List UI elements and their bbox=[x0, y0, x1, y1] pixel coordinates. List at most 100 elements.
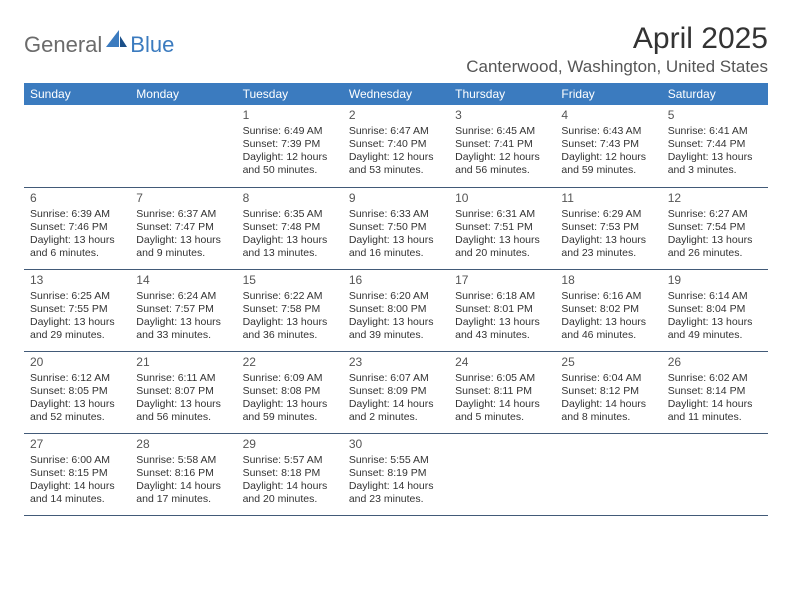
daylight-text: Daylight: 13 hours and 39 minutes. bbox=[349, 316, 443, 342]
sunrise-text: Sunrise: 6:33 AM bbox=[349, 208, 443, 221]
sunrise-text: Sunrise: 6:47 AM bbox=[349, 125, 443, 138]
calendar-empty-cell bbox=[130, 105, 236, 187]
sunset-text: Sunset: 7:47 PM bbox=[136, 221, 230, 234]
daylight-text: Daylight: 13 hours and 6 minutes. bbox=[30, 234, 124, 260]
sunrise-text: Sunrise: 6:29 AM bbox=[561, 208, 655, 221]
day-header: Monday bbox=[130, 83, 236, 105]
sunset-text: Sunset: 7:43 PM bbox=[561, 138, 655, 151]
sunrise-text: Sunrise: 6:27 AM bbox=[668, 208, 762, 221]
day-number: 15 bbox=[243, 273, 337, 288]
sunrise-text: Sunrise: 6:14 AM bbox=[668, 290, 762, 303]
calendar-day-cell: 6Sunrise: 6:39 AMSunset: 7:46 PMDaylight… bbox=[24, 187, 130, 269]
sunset-text: Sunset: 7:55 PM bbox=[30, 303, 124, 316]
calendar-day-cell: 19Sunrise: 6:14 AMSunset: 8:04 PMDayligh… bbox=[662, 269, 768, 351]
day-number: 6 bbox=[30, 191, 124, 206]
daylight-text: Daylight: 13 hours and 36 minutes. bbox=[243, 316, 337, 342]
sunrise-text: Sunrise: 6:11 AM bbox=[136, 372, 230, 385]
day-number: 21 bbox=[136, 355, 230, 370]
daylight-text: Daylight: 13 hours and 56 minutes. bbox=[136, 398, 230, 424]
sunrise-text: Sunrise: 6:18 AM bbox=[455, 290, 549, 303]
sunrise-text: Sunrise: 6:22 AM bbox=[243, 290, 337, 303]
calendar-day-cell: 24Sunrise: 6:05 AMSunset: 8:11 PMDayligh… bbox=[449, 351, 555, 433]
sunrise-text: Sunrise: 6:07 AM bbox=[349, 372, 443, 385]
sunset-text: Sunset: 7:48 PM bbox=[243, 221, 337, 234]
calendar-day-cell: 14Sunrise: 6:24 AMSunset: 7:57 PMDayligh… bbox=[130, 269, 236, 351]
day-number: 16 bbox=[349, 273, 443, 288]
day-number: 4 bbox=[561, 108, 655, 123]
daylight-text: Daylight: 14 hours and 11 minutes. bbox=[668, 398, 762, 424]
calendar-day-cell: 11Sunrise: 6:29 AMSunset: 7:53 PMDayligh… bbox=[555, 187, 661, 269]
daylight-text: Daylight: 13 hours and 16 minutes. bbox=[349, 234, 443, 260]
calendar-day-cell: 30Sunrise: 5:55 AMSunset: 8:19 PMDayligh… bbox=[343, 433, 449, 515]
daylight-text: Daylight: 14 hours and 5 minutes. bbox=[455, 398, 549, 424]
calendar-day-cell: 22Sunrise: 6:09 AMSunset: 8:08 PMDayligh… bbox=[237, 351, 343, 433]
calendar-day-cell: 8Sunrise: 6:35 AMSunset: 7:48 PMDaylight… bbox=[237, 187, 343, 269]
daylight-text: Daylight: 12 hours and 56 minutes. bbox=[455, 151, 549, 177]
sunset-text: Sunset: 8:15 PM bbox=[30, 467, 124, 480]
logo-sail-icon bbox=[106, 30, 128, 53]
daylight-text: Daylight: 13 hours and 23 minutes. bbox=[561, 234, 655, 260]
day-number: 17 bbox=[455, 273, 549, 288]
sunrise-text: Sunrise: 6:45 AM bbox=[455, 125, 549, 138]
daylight-text: Daylight: 13 hours and 49 minutes. bbox=[668, 316, 762, 342]
daylight-text: Daylight: 14 hours and 8 minutes. bbox=[561, 398, 655, 424]
calendar-day-cell: 26Sunrise: 6:02 AMSunset: 8:14 PMDayligh… bbox=[662, 351, 768, 433]
daylight-text: Daylight: 13 hours and 29 minutes. bbox=[30, 316, 124, 342]
calendar-day-cell: 9Sunrise: 6:33 AMSunset: 7:50 PMDaylight… bbox=[343, 187, 449, 269]
sunrise-text: Sunrise: 6:37 AM bbox=[136, 208, 230, 221]
logo-text-blue: Blue bbox=[130, 32, 174, 58]
day-header: Tuesday bbox=[237, 83, 343, 105]
sunrise-text: Sunrise: 6:43 AM bbox=[561, 125, 655, 138]
day-number: 12 bbox=[668, 191, 762, 206]
day-number: 27 bbox=[30, 437, 124, 452]
sunset-text: Sunset: 8:16 PM bbox=[136, 467, 230, 480]
header: General Blue April 2025 Canterwood, Wash… bbox=[24, 22, 768, 77]
calendar-empty-cell bbox=[24, 105, 130, 187]
calendar-day-cell: 28 Sunrise: 5:58 AMSunset: 8:16 PMDayligh… bbox=[130, 433, 236, 515]
sunset-text: Sunset: 8:07 PM bbox=[136, 385, 230, 398]
calendar-day-cell: 29Sunrise: 5:57 AMSunset: 8:18 PMDayligh… bbox=[237, 433, 343, 515]
sunset-text: Sunset: 7:54 PM bbox=[668, 221, 762, 234]
logo-text-general: General bbox=[24, 32, 102, 58]
day-number: 14 bbox=[136, 273, 230, 288]
day-number: 28 bbox=[136, 437, 230, 452]
sunrise-text: Sunrise: 5:58 AM bbox=[136, 454, 230, 467]
calendar-empty-cell bbox=[662, 433, 768, 515]
calendar-week-row: 27Sunrise: 6:00 AMSunset: 8:15 PMDayligh… bbox=[24, 433, 768, 515]
calendar-day-cell: 20Sunrise: 6:12 AMSunset: 8:05 PMDayligh… bbox=[24, 351, 130, 433]
sunrise-text: Sunrise: 6:20 AM bbox=[349, 290, 443, 303]
sunset-text: Sunset: 8:09 PM bbox=[349, 385, 443, 398]
day-number: 20 bbox=[30, 355, 124, 370]
daylight-text: Daylight: 14 hours and 14 minutes. bbox=[30, 480, 124, 506]
sunset-text: Sunset: 7:41 PM bbox=[455, 138, 549, 151]
calendar-day-cell: 15Sunrise: 6:22 AMSunset: 7:58 PMDayligh… bbox=[237, 269, 343, 351]
day-number: 23 bbox=[349, 355, 443, 370]
sunset-text: Sunset: 7:39 PM bbox=[243, 138, 337, 151]
calendar-empty-cell bbox=[449, 433, 555, 515]
day-number: 3 bbox=[455, 108, 549, 123]
sunrise-text: Sunrise: 6:09 AM bbox=[243, 372, 337, 385]
calendar-day-cell: 5Sunrise: 6:41 AMSunset: 7:44 PMDaylight… bbox=[662, 105, 768, 187]
sunset-text: Sunset: 8:02 PM bbox=[561, 303, 655, 316]
calendar-day-cell: 21 Sunrise: 6:11 AMSunset: 8:07 PMDayligh… bbox=[130, 351, 236, 433]
day-number: 19 bbox=[668, 273, 762, 288]
sunrise-text: Sunrise: 6:39 AM bbox=[30, 208, 124, 221]
day-number: 8 bbox=[243, 191, 337, 206]
calendar-week-row: 1Sunrise: 6:49 AMSunset: 7:39 PMDaylight… bbox=[24, 105, 768, 187]
calendar-header-row: SundayMondayTuesdayWednesdayThursdayFrid… bbox=[24, 83, 768, 105]
daylight-text: Daylight: 12 hours and 50 minutes. bbox=[243, 151, 337, 177]
sunset-text: Sunset: 8:01 PM bbox=[455, 303, 549, 316]
sunrise-text: Sunrise: 6:31 AM bbox=[455, 208, 549, 221]
daylight-text: Daylight: 13 hours and 43 minutes. bbox=[455, 316, 549, 342]
sunrise-text: Sunrise: 6:49 AM bbox=[243, 125, 337, 138]
daylight-text: Daylight: 13 hours and 13 minutes. bbox=[243, 234, 337, 260]
day-number: 7 bbox=[136, 191, 230, 206]
title-block: April 2025 Canterwood, Washington, Unite… bbox=[466, 22, 768, 77]
sunset-text: Sunset: 7:57 PM bbox=[136, 303, 230, 316]
daylight-text: Daylight: 14 hours and 17 minutes. bbox=[136, 480, 230, 506]
calendar-day-cell: 4Sunrise: 6:43 AMSunset: 7:43 PMDaylight… bbox=[555, 105, 661, 187]
sunrise-text: Sunrise: 6:41 AM bbox=[668, 125, 762, 138]
sunset-text: Sunset: 7:53 PM bbox=[561, 221, 655, 234]
calendar-grid: SundayMondayTuesdayWednesdayThursdayFrid… bbox=[24, 83, 768, 516]
calendar-empty-cell bbox=[555, 433, 661, 515]
